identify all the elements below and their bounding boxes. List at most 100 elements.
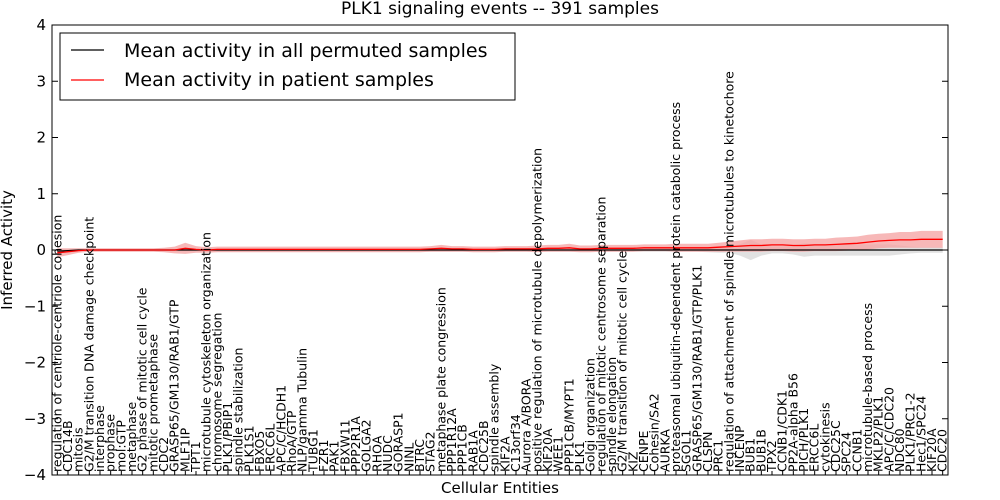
x-tick-label: CCNB1 <box>849 429 864 472</box>
y-tick-label: −2 <box>24 354 46 372</box>
x-tick-label: CDC20 <box>935 429 950 472</box>
x-tick-label: CDC14B <box>60 420 75 472</box>
x-tick-label: Aurora A/BORA <box>519 378 534 472</box>
x-tick-label: CENPE <box>636 430 651 472</box>
y-tick-label: −3 <box>24 410 46 428</box>
x-tick-label: RhoA/GTP <box>284 410 299 472</box>
x-tick-label: BUB1 <box>743 438 758 472</box>
x-axis-label: Cellular Entities <box>441 479 559 497</box>
series-lines <box>57 238 943 254</box>
y-tick-label: −1 <box>24 297 46 315</box>
band-patient <box>57 230 943 258</box>
plot-frame <box>51 24 949 476</box>
x-axis-ticks: regulation of centriole-centriole cohesi… <box>49 71 950 475</box>
x-tick-label: G2/M transition DNA damage checkpoint <box>81 217 96 472</box>
x-tick-label: BTRC <box>412 439 427 472</box>
x-tick-label: WEE1 <box>551 436 566 472</box>
x-tick-label: PP2A-alpha B56 <box>785 373 800 472</box>
x-tick-label: cytokinesis <box>817 402 832 472</box>
x-tick-label: CCNB1/CDK1 <box>775 390 790 472</box>
x-tick-label: SPC24 <box>839 432 854 472</box>
y-axis-label: Inferred Activity <box>0 190 16 310</box>
x-tick-label: KIF20A <box>924 428 939 472</box>
y-axis-ticks: 4 3 2 1 0 −1 −2 −3 −4 <box>24 16 948 484</box>
x-tick-label: G2 phase of mitotic cell cycle <box>135 287 150 472</box>
x-tick-label: NINL <box>401 443 416 472</box>
x-tick-label: mitotic prometaphase <box>145 334 160 472</box>
x-tick-label: Hec1/SPC24 <box>913 396 928 472</box>
y-tick-label: 4 <box>36 16 46 34</box>
x-tick-label: MLF1IP <box>177 427 192 472</box>
x-tick-label: spindle assembly <box>487 363 502 472</box>
x-tick-label: CDC25B <box>476 420 491 472</box>
series-line-patient <box>57 238 943 254</box>
x-tick-label: GRASP65/GM130/RAB1/GTP <box>167 299 182 472</box>
x-tick-label: FBXO5 <box>252 431 267 472</box>
x-tick-label: APC/C/HCDH1 <box>273 385 288 472</box>
x-tick-label: PAK1 <box>327 441 342 472</box>
x-tick-label: MKLP2/PLK1 <box>871 396 886 472</box>
x-tick-label: mol:GTP <box>113 420 128 472</box>
y-tick-label: 1 <box>36 185 46 203</box>
x-tick-label: GORASP1 <box>391 412 406 472</box>
x-tick-label: INCENP <box>732 425 747 472</box>
x-tick-label: ERCC6L <box>263 424 278 472</box>
x-tick-label: PPP1R12A <box>444 408 459 472</box>
x-tick-label: ERCC6L <box>807 424 822 472</box>
x-tick-label: APC/C/CDC20 <box>881 387 896 472</box>
x-tick-label: STAG2 <box>423 431 438 472</box>
x-tick-label: KIF20A <box>540 428 555 472</box>
x-tick-label: FZR1 <box>316 440 331 472</box>
x-tick-label: chromosome segregation <box>209 313 224 472</box>
x-tick-label: AURKA <box>657 429 672 472</box>
y-tick-label: −4 <box>24 466 46 484</box>
x-tick-label: microtubule-based process <box>860 303 875 472</box>
x-tick-label: regulation of mitotic centrosome separat… <box>593 197 608 472</box>
chart-title: PLK1 signaling events -- 391 samples <box>341 0 659 19</box>
x-tick-label: PICH/PLK1 <box>796 408 811 472</box>
legend-label-permuted: Mean activity in all permuted samples <box>124 40 487 62</box>
x-tick-label: NLP/gamma Tubulin <box>295 348 310 472</box>
y-tick-label: 0 <box>36 241 46 259</box>
x-tick-label: BUB1B <box>753 429 768 472</box>
x-tick-label: mitosis <box>71 427 86 472</box>
x-tick-label: TPX2 <box>764 440 779 473</box>
y-tick-label: 2 <box>36 129 46 147</box>
x-tick-label: metaphase <box>124 402 139 472</box>
x-tick-label: regulation of attachment of spindle micr… <box>721 71 736 472</box>
x-tick-label: spindle elongation <box>604 357 619 472</box>
legend: Mean activity in all permuted samples Me… <box>59 32 516 101</box>
x-tick-label: Golgi organization <box>583 358 598 472</box>
y-tick-label: 3 <box>36 72 46 90</box>
x-tick-label: PPP1CB/MYPT1 <box>561 378 576 472</box>
x-tick-label: NUDC <box>380 435 395 472</box>
x-tick-label: GOLGA2 <box>359 419 374 472</box>
x-tick-label: KIF2A <box>497 436 512 472</box>
x-tick-label: positive regulation of microtubule depol… <box>529 148 544 472</box>
x-tick-label: PRC1 <box>711 440 726 472</box>
x-tick-label: PLK1/PRC1-2 <box>903 392 918 472</box>
x-tick-label: PPP2R1A <box>348 416 363 472</box>
x-tick-label: RAB1A <box>465 430 480 472</box>
x-tick-label: FBXW11 <box>337 419 352 472</box>
x-tick-label: GRASP65/GM130/RAB1/GTP/PLK1 <box>689 265 704 472</box>
x-tick-label: SGOL1 <box>679 430 694 472</box>
x-tick-label: C13orf34 <box>508 414 523 472</box>
x-tick-label: NDC80 <box>892 428 907 472</box>
x-tick-label: microtubule cytoskeleton organization <box>199 232 214 472</box>
x-tick-label: CLSPN <box>700 431 715 472</box>
x-tick-label: regulation of centriole-centriole cohesi… <box>49 215 64 472</box>
x-tick-label: TUBG1 <box>305 429 320 473</box>
legend-label-patient: Mean activity in patient samples <box>124 69 434 91</box>
x-tick-label: PPP1CB <box>455 424 470 472</box>
x-tick-label: proteasomal ubiquitin-dependent protein … <box>668 102 683 472</box>
x-tick-label: spindle stabilization <box>231 348 246 473</box>
x-tick-label: interphase <box>92 405 107 472</box>
x-tick-label: CDC2 <box>156 437 171 472</box>
x-tick-label: KIZ <box>625 452 640 472</box>
x-tick-label: PLK1 <box>572 441 587 472</box>
x-tick-label: CDC25C <box>828 420 843 472</box>
x-tick-label: PLK1/PBIP1 <box>220 402 235 472</box>
x-tick-label: Cohesin/SA2 <box>647 393 662 472</box>
